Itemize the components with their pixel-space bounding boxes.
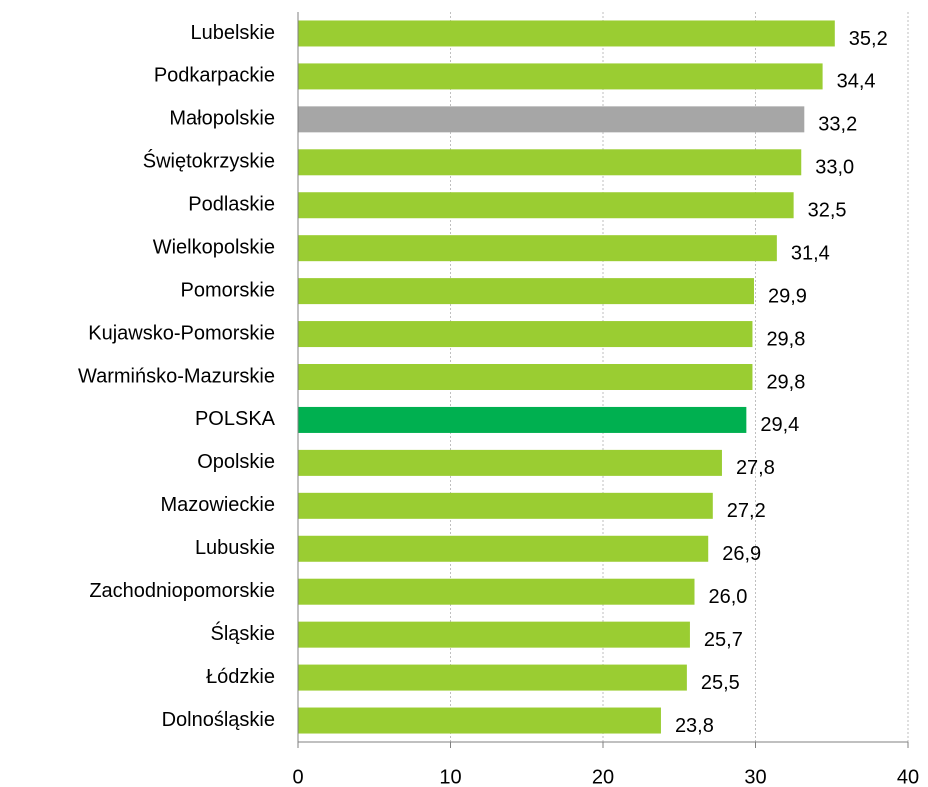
bar [298,707,661,734]
y-tick-label: Warmińsko-Mazurskie [78,365,275,387]
x-tick-label: 20 [592,766,614,787]
y-tick-label: Łódzkie [206,666,275,688]
y-tick-label: Podlaskie [188,194,275,216]
x-tick-label: 10 [439,766,461,787]
bar [298,63,823,90]
y-tick-label: Śląskie [211,621,275,645]
data-label: 27,8 [736,457,775,479]
data-label: 25,5 [701,672,740,694]
data-label: 29,9 [768,285,807,307]
y-tick-label: Dolnośląskie [162,709,275,731]
bar [298,664,687,691]
bar [298,106,805,133]
bar [298,492,713,519]
data-label: 29,8 [766,328,805,350]
bar [298,449,722,476]
y-tick-label: Małopolskie [169,108,275,130]
y-tick-label: Opolskie [197,451,275,473]
data-label: 33,0 [815,157,854,179]
data-label: 25,7 [704,629,743,651]
data-label: 34,4 [837,71,876,93]
y-tick-label: Świętokrzyskie [143,149,275,173]
bar [298,149,802,176]
bar [298,578,695,605]
bar [298,406,747,433]
x-tick-label: 30 [744,766,766,787]
y-tick-label: Mazowieckie [161,494,275,516]
y-tick-label: POLSKA [195,408,276,430]
y-tick-label: Kujawsko-Pomorskie [88,322,275,344]
bar [298,621,690,648]
x-tick-label: 0 [292,766,303,787]
bar [298,364,753,390]
data-label: 32,5 [808,200,847,222]
y-tick-label: Lubelskie [190,22,275,44]
data-label: 33,2 [818,114,857,136]
y-tick-label: Lubuskie [195,537,275,559]
bar [298,278,754,305]
y-tick-label: Podkarpackie [154,65,275,87]
y-tick-label: Zachodniopomorskie [89,580,275,602]
bar [298,20,835,47]
x-tick-label: 40 [897,766,919,787]
bar [298,192,794,219]
data-label: 23,8 [675,715,714,737]
data-label: 29,8 [766,371,805,393]
data-label: 29,4 [760,414,799,436]
y-tick-label: Pomorskie [181,279,275,301]
bar [298,321,753,348]
data-label: 27,2 [727,500,766,522]
data-label: 31,4 [791,242,830,264]
y-tick-label: Wielkopolskie [153,236,275,258]
bar [298,535,709,562]
data-label: 26,9 [722,543,761,565]
bar [298,235,777,262]
data-label: 35,2 [849,28,888,50]
data-label: 26,0 [709,586,748,608]
